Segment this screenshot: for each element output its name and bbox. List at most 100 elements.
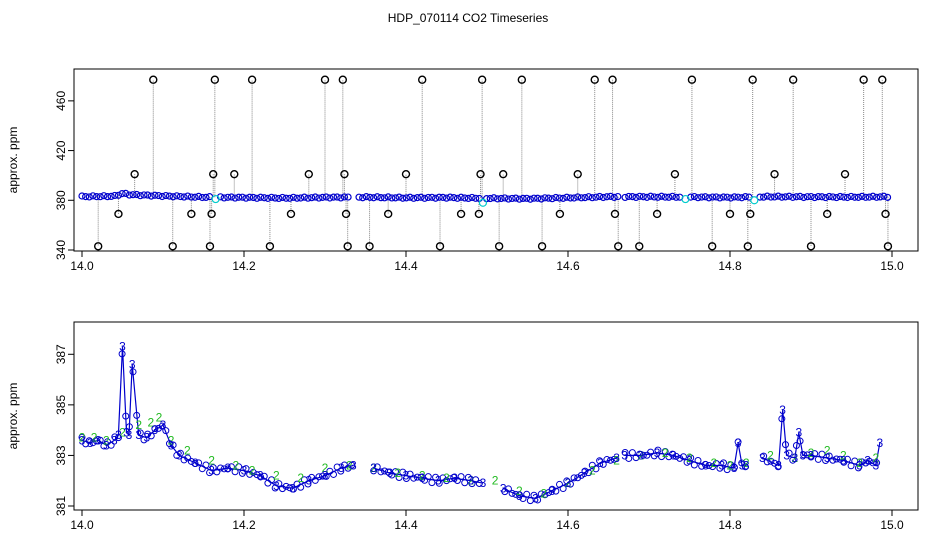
data-point [785, 449, 793, 457]
series-3-marker: 3 [370, 461, 377, 475]
data-point [508, 194, 516, 203]
series-3-marker: 3 [779, 403, 786, 417]
series-2-marker: 2 [767, 448, 774, 462]
data-point [260, 194, 268, 202]
data-point [719, 193, 728, 201]
series-2-marker: 2 [184, 443, 191, 457]
data-point [628, 449, 636, 457]
data-point [85, 437, 93, 445]
data-point [384, 193, 392, 201]
data-point [202, 193, 210, 201]
data-point [78, 192, 86, 200]
data-point [227, 193, 236, 201]
data-point [701, 460, 709, 468]
data-point [497, 194, 505, 203]
data-point [792, 441, 800, 449]
data-point [220, 465, 228, 473]
series-3-marker: 3 [451, 471, 458, 485]
series-3-marker: 3 [123, 426, 130, 440]
series-3-marker: 3 [176, 448, 183, 462]
series-3-marker: 3 [824, 451, 831, 465]
y-tick-label: 380 [54, 190, 68, 210]
data-point [876, 193, 884, 201]
series-3-marker: 3 [152, 423, 159, 437]
data-point [370, 467, 378, 475]
series-2-marker: 2 [589, 464, 596, 478]
data-point [176, 449, 184, 457]
data-point [796, 437, 804, 445]
data-point [610, 193, 618, 202]
data-point [154, 191, 163, 200]
data-point [825, 192, 833, 201]
data-point [227, 463, 235, 471]
data-point [278, 193, 287, 202]
data-point [668, 450, 676, 458]
data-point [694, 194, 702, 202]
data-point [577, 194, 585, 202]
series-3-marker: 3 [877, 436, 884, 450]
series-3-marker: 3 [731, 461, 738, 475]
series-2-marker: 2 [613, 453, 620, 467]
spike-point [93, 242, 103, 251]
data-point [672, 452, 680, 460]
series-3-marker: 3 [208, 464, 215, 478]
data-point [435, 479, 443, 487]
series-3-marker: 3 [638, 448, 645, 462]
data-point [883, 193, 892, 201]
spike-point [725, 209, 735, 219]
data-point [501, 194, 509, 202]
data-point [720, 459, 728, 467]
data-point [771, 459, 779, 467]
data-point [661, 193, 669, 201]
spike-point [652, 209, 662, 219]
series-3-marker: 3 [241, 464, 248, 478]
spike-point [476, 169, 485, 179]
spike-point [590, 75, 599, 84]
data-point [570, 194, 578, 202]
series-3-marker: 3 [257, 469, 264, 483]
data-point [373, 193, 381, 201]
data-point [811, 193, 819, 202]
data-point [683, 458, 691, 466]
y-axis-label: approx. ppm [6, 383, 20, 450]
data-point [574, 474, 582, 482]
data-point [825, 452, 833, 460]
y-tick-label: 383 [54, 445, 68, 465]
data-point [151, 425, 159, 433]
data-point [151, 191, 159, 199]
data-point [544, 194, 553, 202]
data-point [395, 473, 403, 481]
data-point [388, 194, 396, 202]
series-2-marker: 2 [79, 431, 86, 445]
spike-point [670, 169, 680, 179]
cyan-point [750, 196, 759, 205]
spike-point [286, 209, 296, 219]
data-point [789, 193, 797, 201]
data-point [297, 194, 305, 202]
data-point [278, 485, 286, 493]
spike-point [338, 75, 348, 84]
spike-point [883, 242, 893, 251]
series-2-marker: 2 [840, 448, 847, 462]
series-3-marker: 3 [670, 448, 677, 462]
data-point [712, 460, 720, 468]
x-tick-label: 14.6 [556, 518, 580, 532]
data-point [672, 193, 680, 201]
data-point [665, 193, 673, 201]
data-point [260, 472, 268, 480]
data-point [424, 473, 432, 481]
data-point [216, 193, 225, 201]
data-point [107, 441, 115, 449]
data-point [319, 472, 327, 480]
data-point [89, 192, 97, 200]
bottom-panel: 14.0 14.2 14.4 14.6 14.8 15.0 381 383 385 387 appr… [6, 321, 919, 532]
series-2-marker: 2 [148, 416, 155, 430]
series-2-marker: 2 [156, 411, 163, 425]
data-point [399, 468, 407, 476]
data-point [570, 474, 578, 482]
data-point [760, 452, 768, 460]
data-point [687, 193, 695, 201]
data-point [537, 195, 545, 203]
cyan-point [681, 194, 690, 204]
data-point [155, 424, 163, 432]
